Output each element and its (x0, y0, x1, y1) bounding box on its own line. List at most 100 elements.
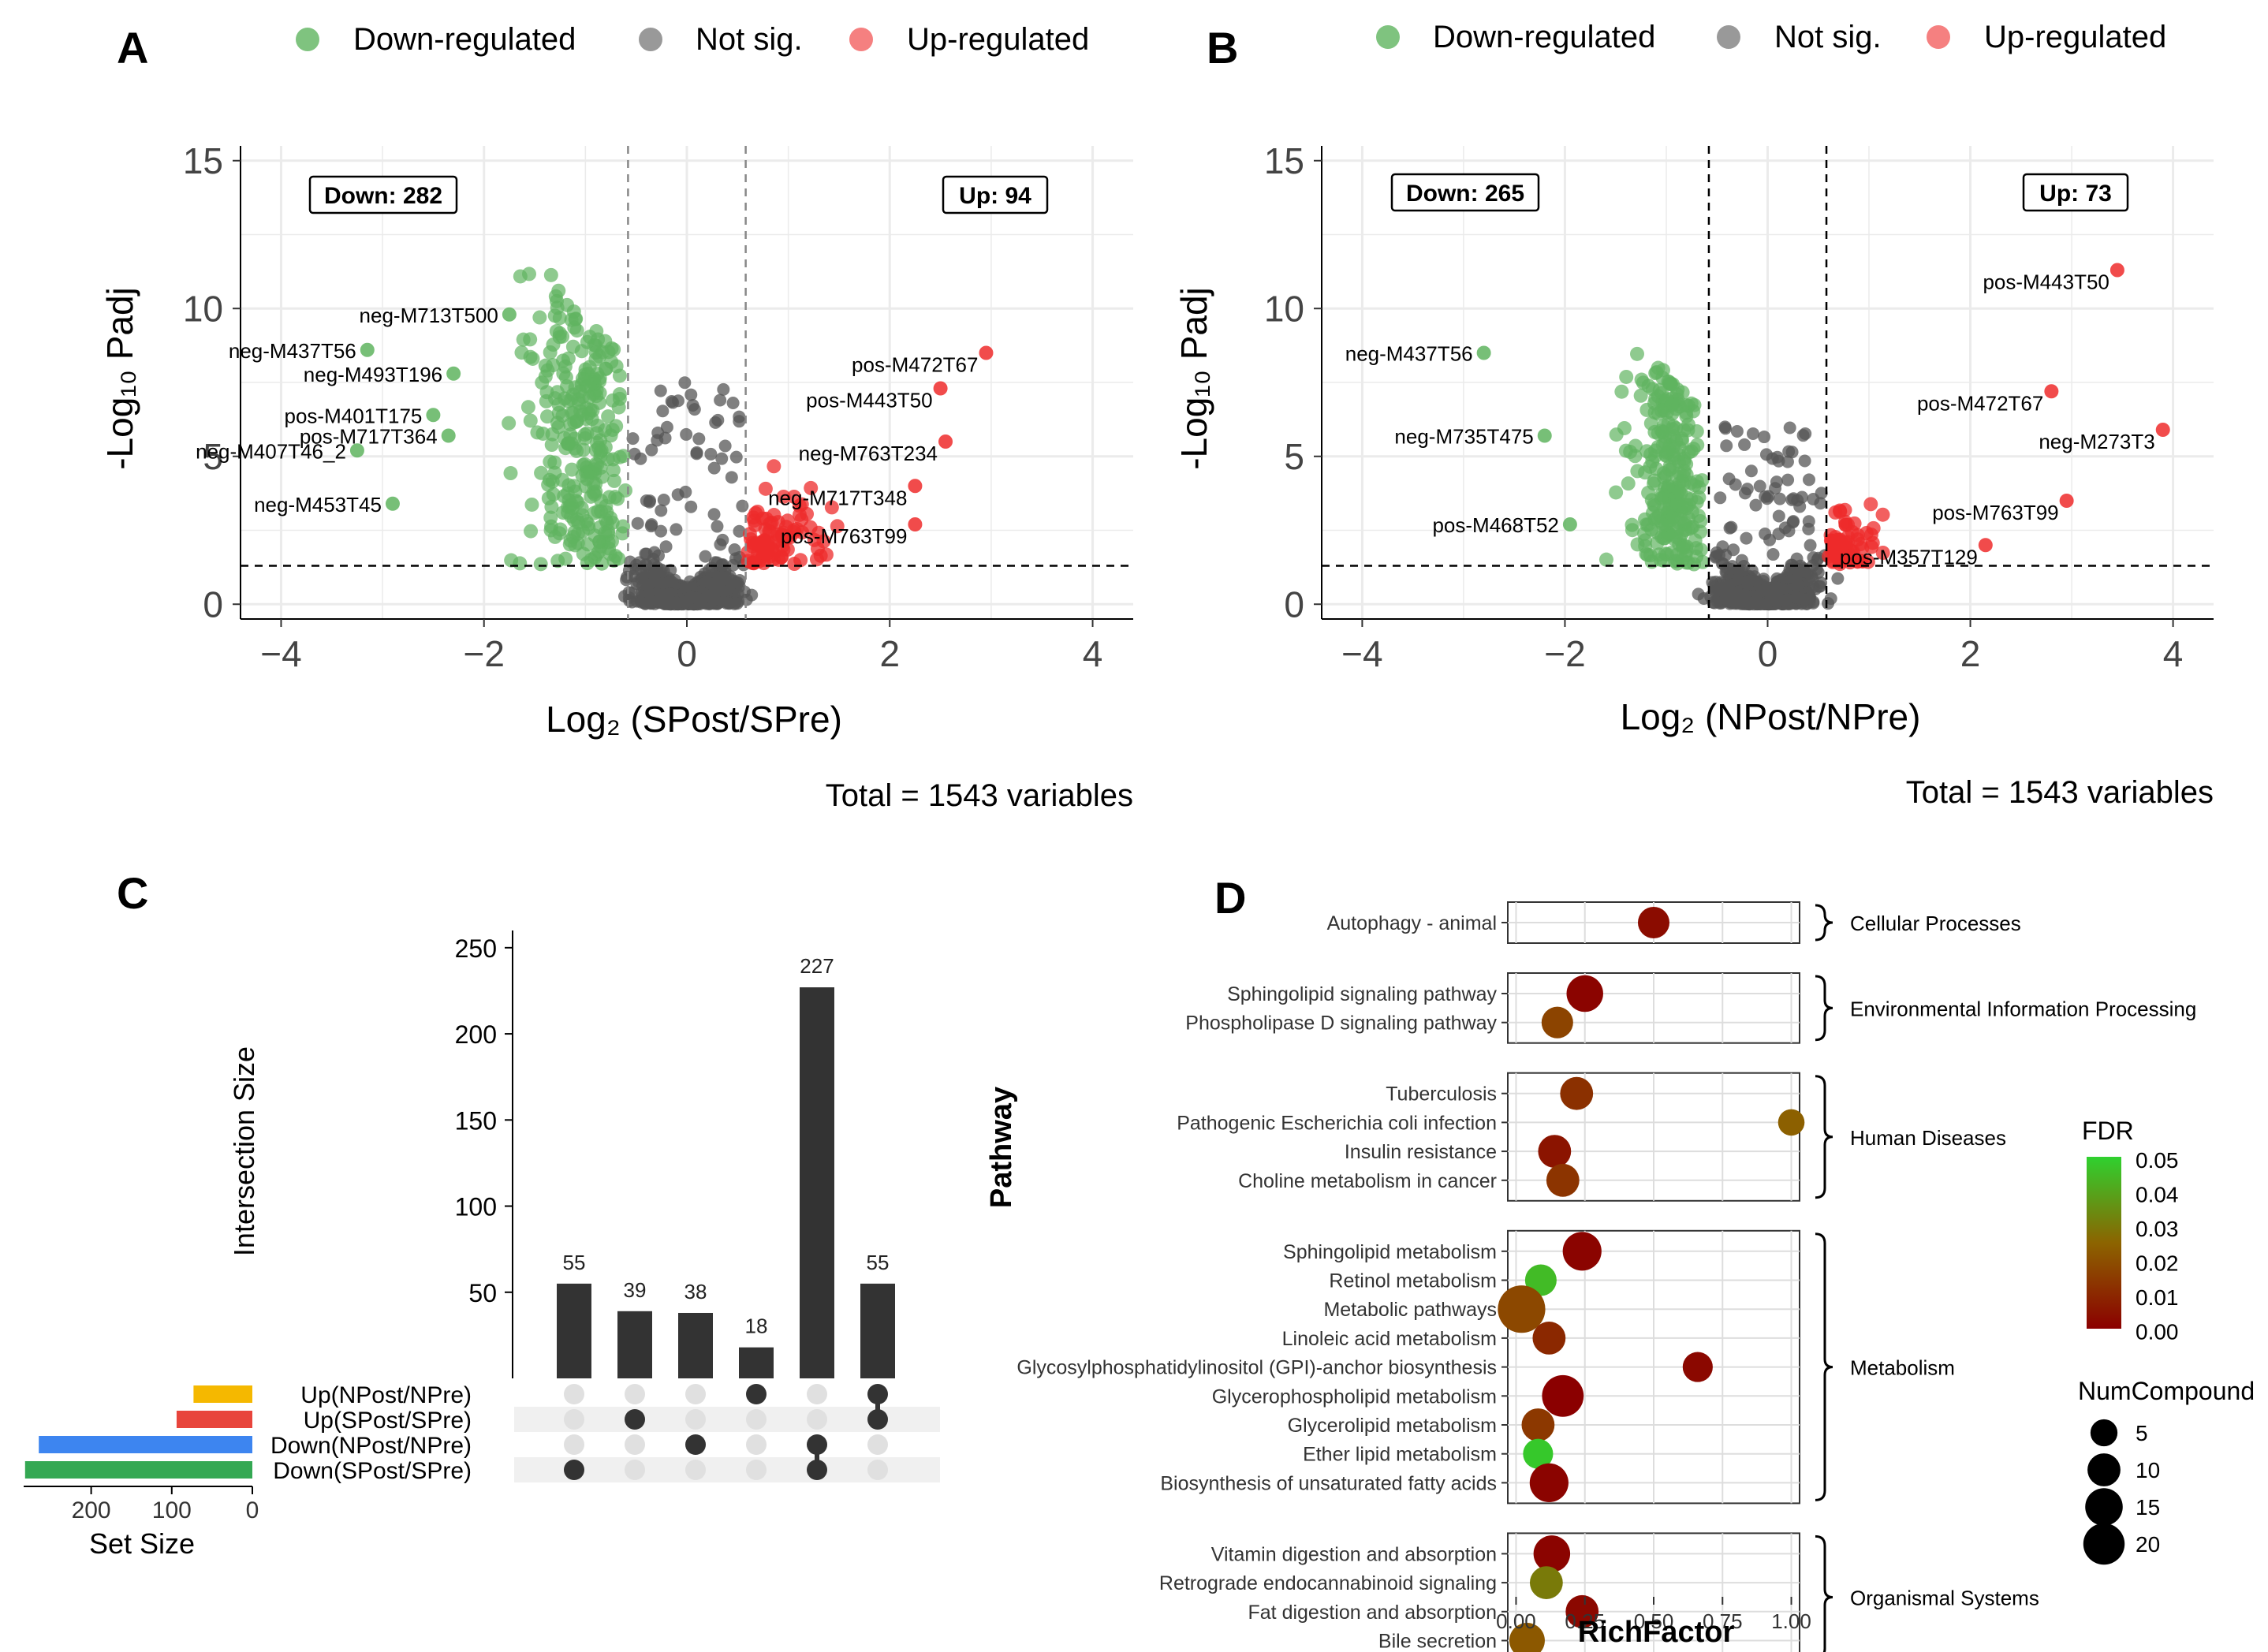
matrix-dot-off (807, 1409, 827, 1430)
point-notsig (717, 382, 730, 396)
point-notsig (1744, 464, 1758, 478)
point-labeled (938, 434, 953, 449)
data-points (349, 267, 994, 611)
point-down (1671, 454, 1686, 469)
point-notsig (1822, 597, 1835, 610)
point-down (609, 359, 624, 374)
pathway-label: Autophagy - animal (1327, 912, 1497, 934)
point-down (524, 524, 539, 539)
matrix-dot-off (807, 1384, 827, 1404)
point-down (1639, 402, 1654, 417)
legend-b-down-key (1376, 25, 1400, 49)
point-labeled (385, 496, 400, 511)
point-notsig (631, 516, 644, 530)
point-notsig (711, 520, 724, 533)
point-labeled (933, 381, 948, 396)
y-tick-label: 0 (1284, 584, 1304, 625)
point-notsig (657, 493, 670, 506)
point-notsig (1730, 424, 1744, 438)
pathway-label: Metabolic pathways (1323, 1299, 1497, 1321)
point-down (1609, 485, 1624, 500)
point-notsig (1738, 438, 1751, 451)
point-labeled (908, 517, 923, 531)
pathway-dot (1682, 1352, 1713, 1382)
facet-brace (1815, 1075, 1833, 1199)
legend-a-up-key (849, 28, 873, 51)
point-down (598, 334, 613, 349)
point-down (618, 483, 633, 498)
point-up (811, 525, 826, 540)
point-label: neg-M493T196 (304, 363, 442, 386)
pathway-dot (1524, 1264, 1557, 1296)
pathway-label: Vitamin digestion and absorption (1211, 1543, 1497, 1565)
point-up (755, 544, 770, 559)
point-down (1634, 372, 1649, 387)
point-up (763, 524, 778, 539)
point-notsig (1804, 539, 1817, 552)
point-notsig (680, 427, 693, 441)
upset-y-tick-label: 250 (455, 934, 497, 963)
point-notsig (1755, 597, 1768, 610)
pathway-dot (1560, 1076, 1594, 1110)
size-legend-label: 15 (2136, 1495, 2160, 1520)
pathway-dot (1565, 1594, 1599, 1628)
point-up (776, 542, 791, 557)
point-label: neg-M437T56 (1345, 342, 1473, 366)
point-down (521, 267, 536, 282)
point-notsig (1783, 421, 1796, 434)
point-up (767, 508, 781, 523)
point-down (1647, 512, 1662, 527)
point-down (1638, 539, 1653, 554)
rich-x-tick-label: 0.50 (1634, 1609, 1674, 1633)
point-label: neg-M763T234 (799, 442, 938, 465)
point-labeled (2155, 423, 2170, 437)
upset-y-tick-label: 100 (455, 1193, 497, 1221)
point-down (565, 339, 580, 354)
point-down (504, 553, 519, 568)
point-down (1691, 509, 1706, 524)
set-size-bar (193, 1385, 252, 1403)
pathway-dot (1562, 1232, 1602, 1271)
set-size-bar (24, 1461, 253, 1479)
point-notsig (1796, 429, 1810, 442)
rich-x-tick-label: 1.00 (1771, 1609, 1811, 1633)
point-down (503, 466, 518, 481)
point-notsig (1720, 439, 1733, 453)
point-notsig (678, 376, 692, 390)
pathway-dot (1529, 1566, 1563, 1600)
point-notsig (1804, 591, 1817, 605)
point-down (543, 510, 558, 525)
point-notsig (1758, 431, 1771, 444)
point-down (1643, 416, 1658, 431)
facet-brace (1815, 1535, 1833, 1652)
point-down (546, 337, 561, 352)
point-notsig (1805, 569, 1819, 583)
fdr-tick-label: 0.04 (2136, 1183, 2179, 1207)
point-down (592, 371, 607, 386)
down-count-b-text: Down: 265 (1406, 181, 1524, 207)
point-notsig (662, 587, 676, 601)
point-up (1875, 507, 1890, 522)
matrix-dot-off (564, 1409, 584, 1430)
legend-b: Down-regulated Not sig. Up-regulated (1376, 20, 2166, 54)
point-down (539, 393, 554, 408)
point-notsig (656, 405, 670, 418)
point-notsig (733, 524, 746, 538)
pathway-label: Retinol metabolism (1329, 1270, 1497, 1292)
point-down (550, 416, 565, 431)
point-down (606, 473, 621, 488)
xlabel-a: Log₂ (SPost/SPre) (546, 699, 842, 740)
y-tick-label: 0 (203, 584, 223, 625)
point-down (581, 520, 596, 535)
point-notsig (715, 559, 729, 572)
point-down (1655, 371, 1670, 386)
pathway-dot (1566, 975, 1603, 1012)
point-notsig (1741, 595, 1755, 609)
size-legend-dot (2087, 1453, 2121, 1486)
legend-a: Down-regulated Not sig. Up-regulated (296, 22, 1089, 57)
point-up (1838, 517, 1853, 532)
intersection-bar (800, 987, 834, 1378)
matrix-dot-off (746, 1409, 767, 1430)
upset-y-tick-label: 150 (455, 1106, 497, 1135)
